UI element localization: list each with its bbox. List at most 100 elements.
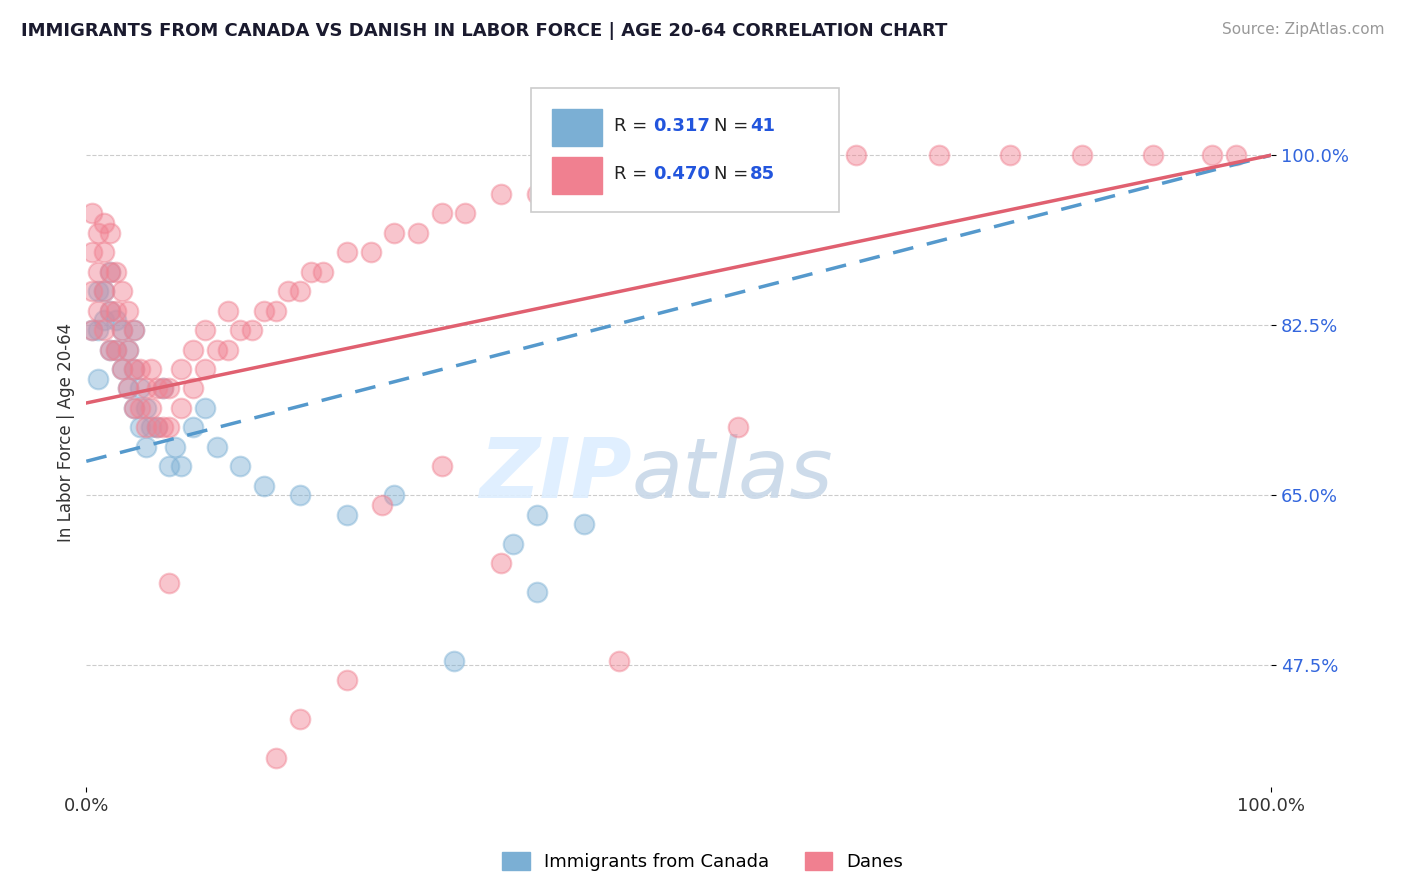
Point (253, 478, 276, 492)
Point (111, 284, 134, 298)
Point (122, 323, 145, 337)
Point (360, 245, 382, 260)
Point (117, 381, 139, 395)
Point (430, 206, 453, 220)
Text: ZIP: ZIP (478, 434, 631, 516)
Point (111, 362, 134, 376)
Point (382, 488, 405, 502)
Point (104, 343, 127, 357)
Legend: Immigrants from Canada, Danes: Immigrants from Canada, Danes (495, 845, 911, 879)
Text: 0.470: 0.470 (652, 165, 710, 183)
Point (526, 585, 548, 599)
Point (128, 381, 150, 395)
Point (502, 537, 524, 551)
Point (146, 420, 169, 434)
Point (93, 313, 115, 327)
Text: R =: R = (613, 118, 652, 136)
Point (489, 187, 512, 202)
Point (609, 168, 631, 182)
Point (288, 488, 311, 502)
Point (122, 401, 145, 415)
Point (152, 381, 174, 395)
Text: atlas: atlas (631, 434, 832, 516)
Point (117, 343, 139, 357)
Point (170, 401, 193, 415)
Point (93, 323, 115, 337)
Point (170, 362, 193, 376)
Point (217, 303, 239, 318)
Text: IMMIGRANTS FROM CANADA VS DANISH IN LABOR FORCE | AGE 20-64 CORRELATION CHART: IMMIGRANTS FROM CANADA VS DANISH IN LABO… (21, 22, 948, 40)
Point (264, 303, 287, 318)
Point (928, 148, 950, 162)
Point (489, 557, 512, 571)
Point (146, 420, 169, 434)
Point (336, 673, 359, 687)
Point (288, 712, 311, 726)
Point (181, 343, 204, 357)
Point (122, 362, 145, 376)
Point (93, 284, 115, 298)
Point (165, 440, 187, 454)
Point (117, 343, 139, 357)
Point (240, 323, 263, 337)
Point (87, 323, 110, 337)
Point (157, 381, 180, 395)
Point (135, 440, 157, 454)
Point (264, 750, 287, 764)
FancyBboxPatch shape (553, 110, 602, 146)
Point (117, 381, 139, 395)
Point (111, 362, 134, 376)
Point (194, 362, 217, 376)
Point (82, 284, 104, 298)
Point (104, 343, 127, 357)
Point (146, 381, 169, 395)
Point (87, 303, 110, 318)
Point (82, 245, 104, 260)
Point (141, 401, 163, 415)
Point (299, 265, 322, 279)
Point (382, 226, 405, 240)
Point (82, 323, 104, 337)
Point (157, 420, 180, 434)
Point (526, 187, 548, 202)
Text: N =: N = (714, 118, 754, 136)
Point (98, 265, 121, 279)
Point (128, 420, 150, 434)
Text: Source: ZipAtlas.com: Source: ZipAtlas.com (1222, 22, 1385, 37)
Point (1000, 148, 1022, 162)
Point (111, 323, 134, 337)
Point (104, 313, 127, 327)
Point (205, 440, 228, 454)
Point (98, 265, 121, 279)
Point (727, 148, 749, 162)
Point (141, 420, 163, 434)
Point (277, 284, 299, 298)
Point (82, 206, 104, 220)
Point (152, 420, 174, 434)
Point (786, 148, 808, 162)
Point (128, 362, 150, 376)
Point (122, 362, 145, 376)
Point (98, 226, 121, 240)
Point (87, 284, 110, 298)
Point (454, 206, 477, 220)
Point (548, 168, 571, 182)
Point (122, 323, 145, 337)
Point (443, 653, 465, 667)
Point (526, 508, 548, 522)
Point (336, 245, 359, 260)
Point (371, 498, 394, 512)
Point (170, 459, 193, 474)
Point (157, 459, 180, 474)
Point (98, 303, 121, 318)
Point (87, 226, 110, 240)
Text: 41: 41 (749, 118, 775, 136)
Text: 0.317: 0.317 (652, 118, 710, 136)
Point (406, 226, 429, 240)
Point (152, 381, 174, 395)
Point (253, 303, 276, 318)
Point (141, 362, 163, 376)
Point (98, 343, 121, 357)
Point (98, 343, 121, 357)
Point (181, 420, 204, 434)
